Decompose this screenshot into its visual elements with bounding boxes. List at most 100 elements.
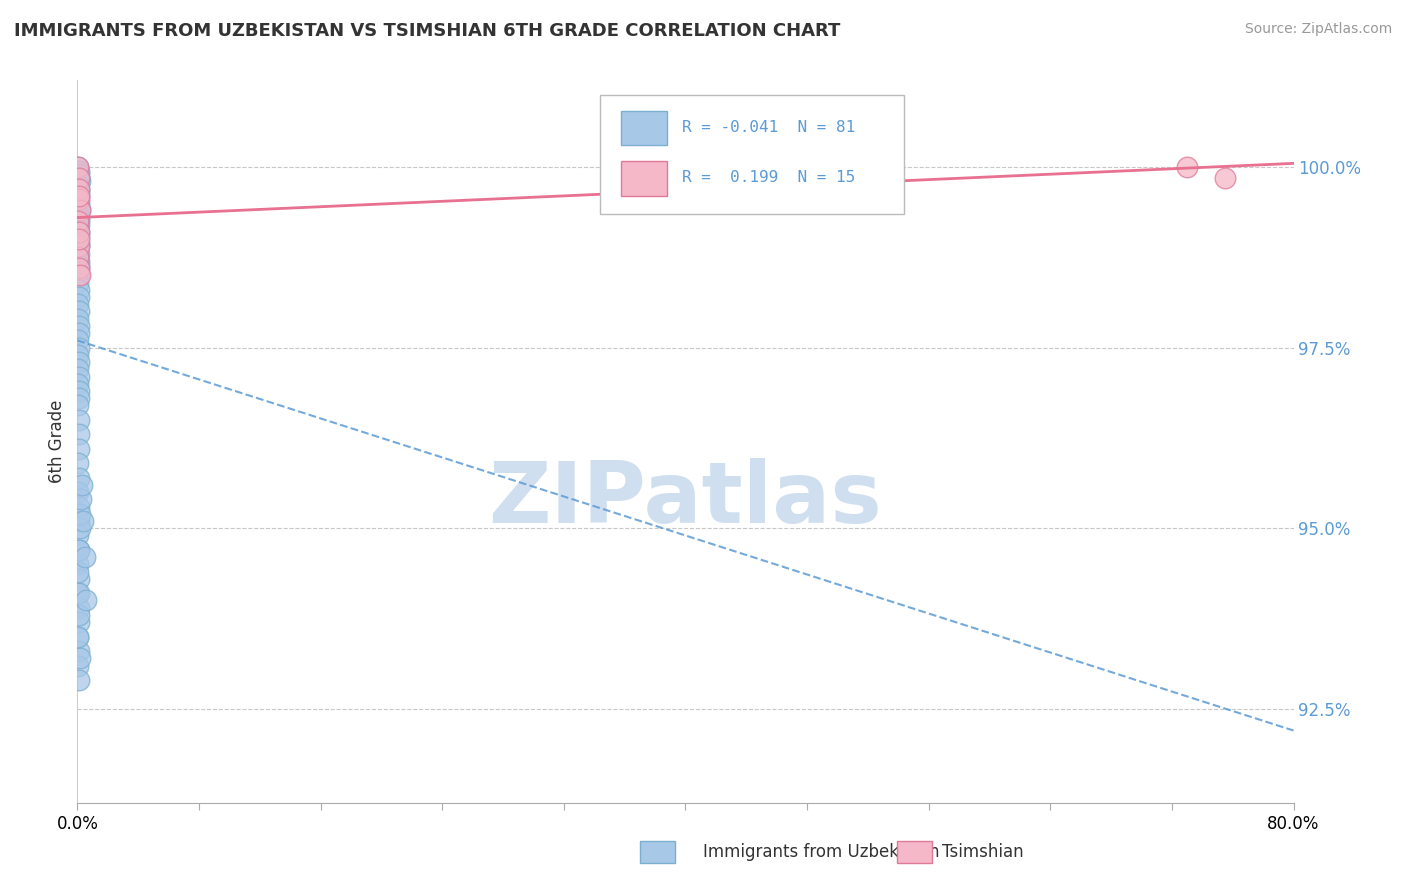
Point [67,528,90,542]
Point [67,254,90,268]
Point [67,232,90,246]
Point [67,167,90,181]
Point [67,186,90,200]
Point [67,376,90,391]
Point [67,211,90,225]
Point [67,170,90,185]
Point [67,427,90,442]
Point [67,214,90,228]
Point [67,189,90,203]
Point [67,225,90,239]
Point [67,207,90,221]
Point [67,228,90,243]
Point [72,514,94,528]
Point [67,189,90,203]
Point [67,268,90,283]
Point [67,658,90,673]
Point [69,174,91,188]
Point [67,586,90,600]
Point [67,630,90,644]
Point [67,193,90,207]
Point [67,326,90,341]
Point [67,348,90,362]
Point [67,182,90,196]
Point [67,485,90,500]
Point [67,246,90,260]
Point [67,514,90,528]
Point [67,341,90,355]
Point [67,304,90,318]
Point [67,261,90,276]
Text: R = -0.041  N = 81: R = -0.041 N = 81 [682,120,855,135]
Point [67,160,90,174]
Point [67,160,90,174]
Point [67,239,90,253]
Point [67,600,90,615]
Point [67,369,90,384]
Point [1213,170,1236,185]
Point [69,203,91,218]
Point [67,607,90,622]
Point [67,261,90,276]
Point [1175,160,1198,174]
Text: ZIPatlas: ZIPatlas [488,458,883,541]
Point [67,235,90,250]
Point [69,268,91,283]
Point [67,283,90,297]
Text: Tsimshian: Tsimshian [942,843,1024,861]
Point [67,258,90,272]
Point [67,543,90,558]
Point [67,399,90,413]
Point [69,507,91,521]
Point [67,239,90,253]
Point [67,193,90,207]
Point [67,543,90,558]
Point [67,471,90,485]
Point [67,297,90,311]
FancyBboxPatch shape [621,161,668,196]
Point [67,565,90,579]
Point [67,362,90,376]
Point [67,355,90,369]
Point [67,196,90,211]
Point [70,478,93,492]
Point [75,593,97,607]
Point [67,218,90,232]
Text: IMMIGRANTS FROM UZBEKISTAN VS TSIMSHIAN 6TH GRADE CORRELATION CHART: IMMIGRANTS FROM UZBEKISTAN VS TSIMSHIAN … [14,22,841,40]
Point [67,250,90,264]
Point [67,500,90,514]
FancyBboxPatch shape [621,111,668,145]
Point [67,630,90,644]
Point [67,391,90,405]
Text: Source: ZipAtlas.com: Source: ZipAtlas.com [1244,22,1392,37]
Point [67,318,90,333]
Point [67,225,90,239]
Text: R =  0.199  N = 15: R = 0.199 N = 15 [682,170,855,186]
Point [73,550,96,565]
Point [67,572,90,586]
Text: Immigrants from Uzbekistan: Immigrants from Uzbekistan [703,843,939,861]
Point [67,586,90,600]
Point [67,163,90,178]
Point [67,178,90,192]
Point [70,492,93,507]
Point [67,673,90,687]
Point [67,214,90,228]
Point [67,200,90,214]
Point [69,651,91,665]
Point [67,413,90,427]
Point [67,182,90,196]
Point [67,221,90,235]
Point [67,250,90,264]
Point [67,334,90,348]
FancyBboxPatch shape [600,95,904,214]
Point [69,521,91,535]
Y-axis label: 6th Grade: 6th Grade [48,400,66,483]
Point [67,276,90,290]
Point [67,558,90,572]
Point [67,644,90,658]
Point [67,456,90,470]
Point [67,442,90,456]
Point [67,384,90,398]
Point [67,243,90,257]
